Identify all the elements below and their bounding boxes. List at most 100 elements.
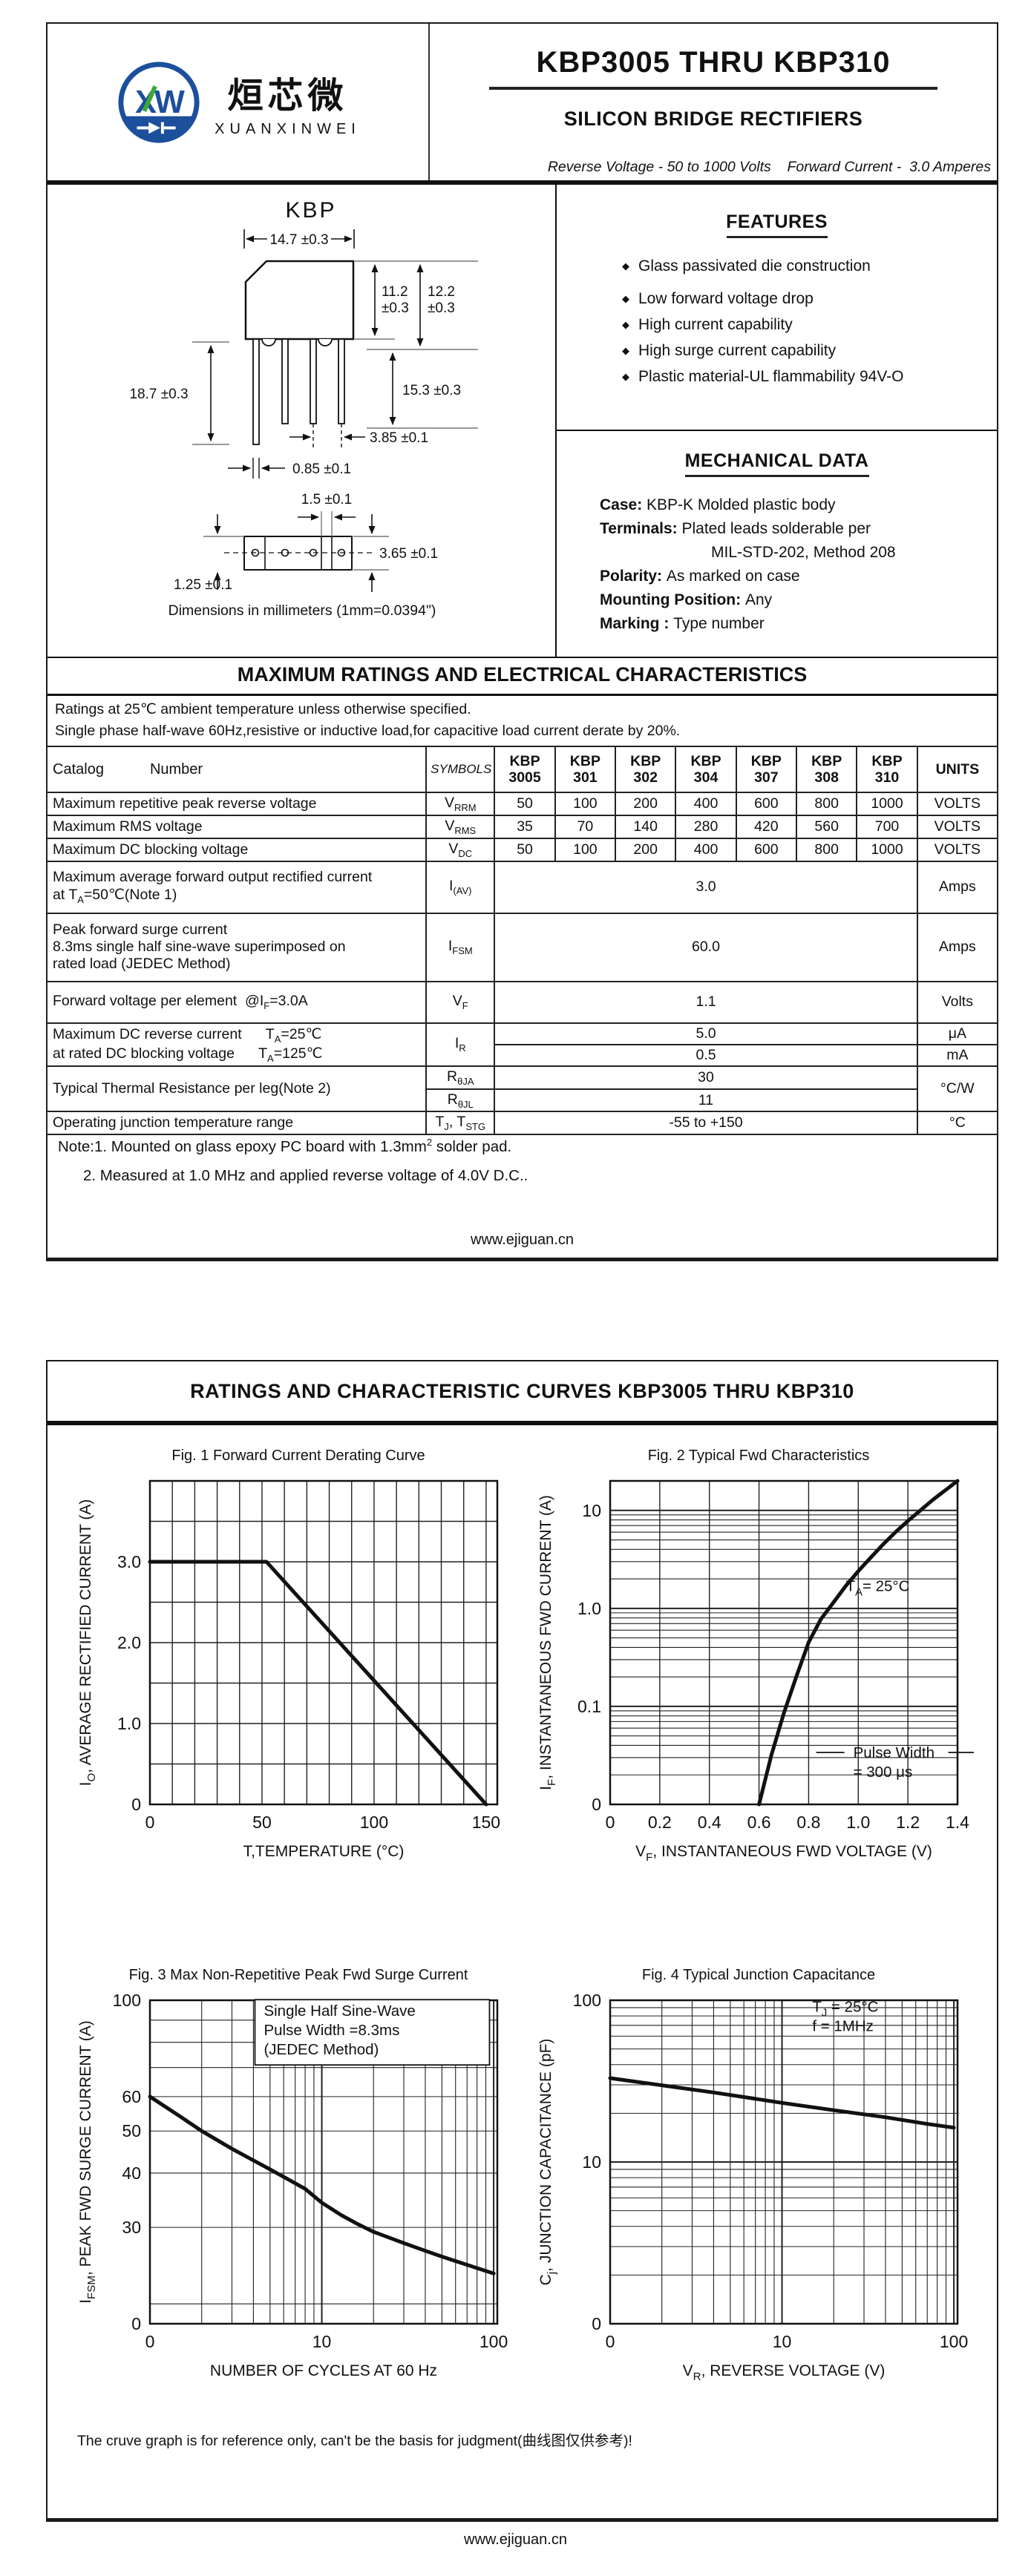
svg-text:50: 50 [252,1813,272,1832]
svg-text:0: 0 [606,1813,615,1832]
svg-text:10: 10 [773,2332,792,2351]
features-section: FEATURES ◆ Glass passivated die construct… [557,185,997,431]
svg-text:1.0: 1.0 [846,1813,870,1832]
table-row: RθJL 11 [47,1088,998,1113]
diamond-bullet-icon: ◆ [622,293,629,304]
figure-4-title: Fig. 4 Typical Junction Capacitance [641,1967,876,1983]
svg-text:TA= 25°C: TA= 25°C [846,1578,910,1599]
svg-text:Pulse Width: Pulse Width [854,1744,935,1761]
features-mechanical-column: FEATURES ◆ Glass passivated die construct… [555,185,997,657]
package-drawing-cell: KBP 14.7 ±0.3 [48,185,555,657]
svg-text:NUMBER OF CYCLES AT 60 Hz: NUMBER OF CYCLES AT 60 Hz [210,2362,437,2379]
logo-monogram: XW [135,84,185,119]
svg-text:0: 0 [145,1813,155,1832]
svg-text:T,TEMPERATURE (°C): T,TEMPERATURE (°C) [243,1843,405,1860]
svg-text:10: 10 [312,2332,332,2351]
svg-text:f = 1MHz: f = 1MHz [812,2017,874,2034]
table-row: Maximum RMS voltage VRMS 35 70 140 280 420 560 7… [45,814,999,839]
svg-text:2.0: 2.0 [117,1633,141,1652]
mechanical-data-line: Case: KBP-K Molded plastic body [600,496,836,513]
svg-text:0: 0 [131,2314,141,2333]
svg-text:(JEDEC Method): (JEDEC Method) [264,2041,379,2058]
dim-lead-width: 0.85 ±0.1 [292,461,351,477]
mechanical-data-line: Marking : Type number [600,614,765,632]
svg-text:VR, REVERSE VOLTAGE (V): VR, REVERSE VOLTAGE (V) [683,2362,886,2383]
svg-text:0.1: 0.1 [577,1697,601,1716]
svg-text:1.0: 1.0 [117,1714,141,1733]
drawing-caption: Dimensions in millimeters (1mm=0.0394") [168,602,436,619]
dim-base-thickness: 3.65 ±0.1 [379,546,438,562]
svg-text:50: 50 [122,2121,141,2140]
ratings-section-title: MAXIMUM RATINGS AND ELECTRICAL CHARACTER… [48,655,997,696]
footnote-line: 2. Measured at 1.0 MHz and applied rever… [83,1166,528,1184]
svg-text:= 300 μs: = 300 μs [854,1764,913,1781]
diamond-bullet-icon: ◆ [622,260,629,272]
title-underline [489,87,937,90]
table-row: 0.5 mA [47,1043,999,1067]
header: XW 烜芯微 XUANXINWEI KBP3005 THRU KBP310 SI… [48,24,997,185]
device-type-subtitle: SILICON BRIDGE RECTIFIERS [563,108,863,130]
dim-total-height-value: 12.2 [428,284,455,300]
mechanical-data-line: Terminals: Plated leads solderable per [600,519,871,537]
company-logo-icon: XW [118,61,200,143]
svg-text:Single Half Sine-Wave: Single Half Sine-Wave [264,2002,415,2020]
svg-text:0: 0 [592,1795,601,1814]
svg-text:10: 10 [582,2152,601,2172]
svg-text:0.4: 0.4 [698,1813,721,1832]
svg-text:1.0: 1.0 [577,1599,601,1618]
table-row: Maximum average forward output rectified… [45,860,999,914]
svg-text:40: 40 [122,2163,141,2183]
dim-total-height-tol: ±0.3 [428,300,455,316]
table-row: Typical Thermal Resistance per leg(Note … [45,1065,999,1113]
diamond-bullet-icon: ◆ [622,319,629,330]
feature-item: ◆ High surge current capability [622,342,837,359]
footnote-line: Note:1. Mounted on glass epoxy PC board … [58,1137,512,1155]
mechanical-data-line: MIL-STD-202, Method 208 [711,543,896,561]
figure-4: Fig. 4 Typical Junction Capacitance 0 10 1… [528,1967,989,2393]
svg-text:IFSM, PEAK FWD SURGE CURRENT: IFSM, PEAK FWD SURGE CURRENT (A) [77,2020,98,2304]
figure-2-title: Fig. 2 Typical Fwd Characteristics [647,1448,870,1464]
table-row: Maximum repetitive peak reverse voltage V… [45,792,999,816]
svg-text:100: 100 [480,2332,508,2351]
feature-item: ◆ High current capability [622,316,793,333]
figure-2-plot: 0 0.2 0.4 0.6 0.8 1.0 1.2 1.4 0 0.1 1.0 10 VF, INSTA… [537,1479,977,1864]
svg-text:0.2: 0.2 [648,1813,672,1832]
mechanical-list: Case: KBP-K Molded plastic body Terminals… [557,493,997,635]
svg-text:0.8: 0.8 [796,1813,820,1832]
svg-text:100: 100 [360,1813,388,1832]
features-heading: FEATURES [726,211,828,232]
ratings-condition-line: Ratings at 25℃ ambient temperature unles… [55,701,471,717]
mechanical-data-line: Mounting Position: Any [600,591,773,608]
figure-1-title: Fig. 1 Forward Current Derating Curve [171,1448,425,1464]
dim-body-width: 14.7 ±0.3 [269,232,328,248]
svg-text:0: 0 [606,2332,615,2351]
figure-3: Fig. 3 Max Non-Repetitive Peak Fwd Surge… [68,1967,528,2393]
table-row: Maximum DC blocking voltage VDC 50 100 200 40… [45,837,999,862]
svg-text:IF, INSTANTANEOUS FWD CURRENT: IF, INSTANTANEOUS FWD CURRENT (A) [537,1495,558,1790]
reference-disclaimer: The cruve graph is for reference only, c… [77,2433,632,2449]
curves-page-title: RATINGS AND CHARACTERISTIC CURVES KBP300… [48,1361,997,1425]
brand-text: 烜芯微 XUANXINWEI [215,66,361,138]
figure-1: Fig. 1 Forward Current Derating Curve 0 5… [68,1448,528,1873]
svg-text:30: 30 [122,2218,141,2237]
svg-text:100: 100 [573,1991,601,2010]
svg-text:0: 0 [131,1795,141,1814]
table-row: Forward voltage per element @IF=3.0A VF 1.… [45,980,999,1024]
package-and-features-row: KBP 14.7 ±0.3 [48,185,997,658]
mechanical-heading: MECHANICAL DATA [684,450,869,471]
ratings-table: Catalog Number SYMBOLS KBP 3005 KBP 301 KBP 302 K… [45,746,999,1136]
dim-hole-offset: 1.25 ±0.1 [174,577,232,593]
features-list: ◆ Glass passivated die construction ◆ Low f… [557,257,997,386]
feature-item: ◆ Glass passivated die construction [622,257,871,275]
package-outline-drawing: KBP 14.7 ±0.3 [129,198,478,619]
svg-text:1.2: 1.2 [896,1813,920,1832]
table-row: Maximum DC reverse current TA=25℃ at rate… [45,1022,999,1067]
part-number-title: KBP3005 THRU KBP310 [536,46,891,79]
website-footer: www.ejiguan.cn [464,2531,567,2548]
mechanical-data-section: MECHANICAL DATA Case: KBP-K Molded plast… [557,431,997,657]
mechanical-underline [684,475,869,477]
feature-item: ◆ Plastic material-UL flammability 94V-O [622,368,904,385]
table-footnotes: Note:1. Mounted on glass epoxy PC board … [58,1133,528,1191]
figure-3-title: Fig. 3 Max Non-Repetitive Peak Fwd Surge… [128,1967,468,1983]
svg-text:IO, AVERAGE RECTIFIED CURRENT: IO, AVERAGE RECTIFIED CURRENT (A) [77,1499,98,1787]
